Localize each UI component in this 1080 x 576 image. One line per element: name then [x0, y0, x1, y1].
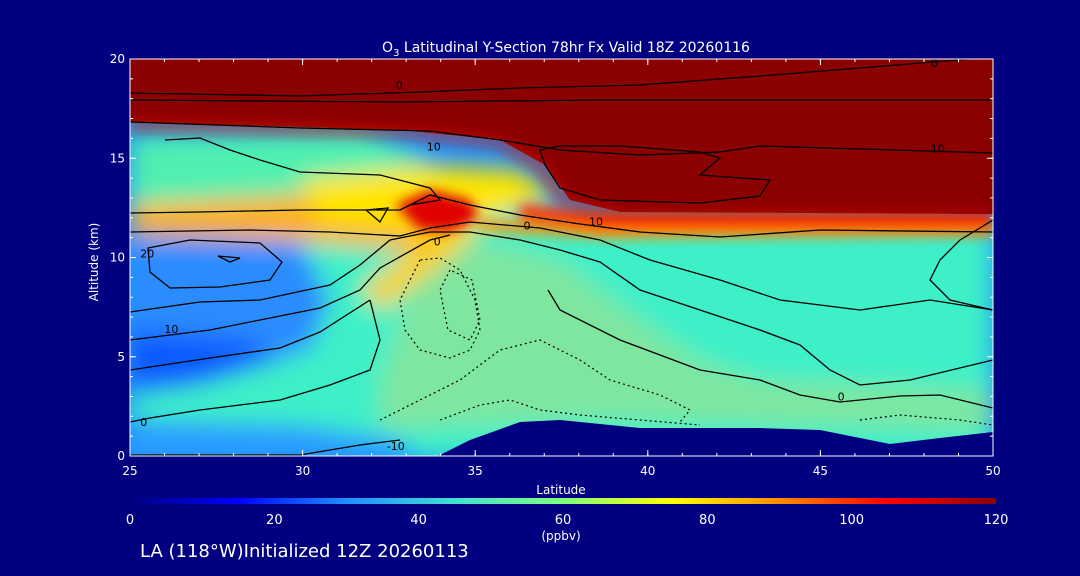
contour-line-dotted	[399, 257, 481, 359]
contour-label: 0	[838, 390, 845, 403]
contour-line-dotted	[439, 269, 481, 341]
contour-label: 10	[589, 216, 603, 229]
colorbar-tick-label: 0	[126, 513, 134, 528]
title-species-subscript: 3	[393, 48, 399, 59]
field-plume-green	[380, 240, 993, 430]
contour-label: -10	[387, 440, 405, 453]
contour-line	[130, 121, 993, 156]
y-axis: 0 5 10 15 20	[110, 52, 993, 463]
contour-line	[929, 219, 993, 311]
colorbar-tick-label: 120	[984, 513, 1009, 528]
colorbar-tick-label: 60	[555, 513, 572, 528]
contour-line	[130, 234, 451, 341]
x-axis-label: Latitude	[536, 483, 585, 497]
contour-line	[147, 239, 283, 289]
contour-label: 0	[523, 220, 530, 233]
contour-line	[217, 255, 241, 263]
contour-label: 10	[427, 140, 441, 153]
field-fold-diagonal	[360, 215, 480, 310]
y-tick-label: 0	[117, 449, 125, 463]
negative-contours	[379, 257, 993, 426]
field-terrain	[438, 420, 993, 456]
field-fold-core	[395, 190, 480, 232]
colorbar-tick-label: 40	[410, 513, 427, 528]
colorbar	[130, 498, 996, 504]
contour-line-dotted	[859, 414, 993, 426]
contour-label: 0	[931, 57, 938, 70]
title-species: O	[382, 40, 393, 56]
contour-labels: 0 10 10 0 0 0 10 20 10 0 -10 0	[140, 57, 945, 453]
contour-label: 10	[164, 323, 178, 336]
contour-label: 10	[931, 142, 945, 155]
contour-line	[130, 194, 993, 238]
contour-line	[364, 207, 390, 224]
contour-line	[130, 299, 381, 423]
y-tick-label: 20	[110, 52, 125, 66]
x-tick-label: 50	[985, 464, 1000, 478]
contours	[130, 59, 993, 456]
x-tick-label: 25	[122, 464, 137, 478]
colorbar-ticks: 0 20 40 60 80 100 120	[126, 513, 1009, 528]
x-tick-label: 40	[640, 464, 655, 478]
colorbar-tick-label: 80	[699, 513, 716, 528]
x-axis: 25 30 35 40 45 50	[122, 59, 1001, 478]
contour-line-dotted	[439, 399, 701, 426]
contour-line-dotted	[379, 339, 691, 423]
y-axis-label: Altitude (km)	[87, 223, 101, 302]
contour-line	[130, 439, 401, 456]
y-tick-label: 15	[110, 151, 125, 165]
contour-line	[130, 221, 993, 311]
contour-label: 20	[140, 248, 154, 261]
field-southern-dark	[130, 330, 280, 395]
colorbar-tick-label: 20	[266, 513, 283, 528]
footer-initialized-label: LA (118°W)Initialized 12Z 20260113	[140, 541, 469, 562]
x-tick-label: 45	[813, 464, 828, 478]
y-tick-label: 10	[110, 251, 125, 265]
contour-label: 0	[140, 416, 147, 429]
contour-label: 0	[396, 79, 403, 92]
contour-line	[539, 145, 772, 204]
contour-line	[547, 289, 993, 409]
contour-line	[130, 231, 993, 386]
title-rest: Latitudinal Y-Section 78hr Fx Valid 18Z …	[399, 40, 750, 56]
colorbar-unit: (ppbv)	[541, 529, 580, 543]
x-tick-label: 35	[468, 464, 483, 478]
field-stratosphere	[130, 59, 993, 214]
colorbar-tick-label: 100	[839, 513, 864, 528]
contour-line	[130, 59, 977, 97]
chart-title: O3 Latitudinal Y-Section 78hr Fx Valid 1…	[382, 40, 750, 59]
heatmap-field	[130, 59, 993, 456]
field-orange-transition	[480, 220, 993, 238]
y-tick-label: 5	[117, 350, 125, 364]
contour-label: 0	[434, 236, 441, 249]
x-tick-label: 30	[295, 464, 310, 478]
contour-line	[130, 99, 993, 103]
field-stratosphere-edge	[130, 118, 993, 218]
contour-line	[130, 299, 371, 371]
